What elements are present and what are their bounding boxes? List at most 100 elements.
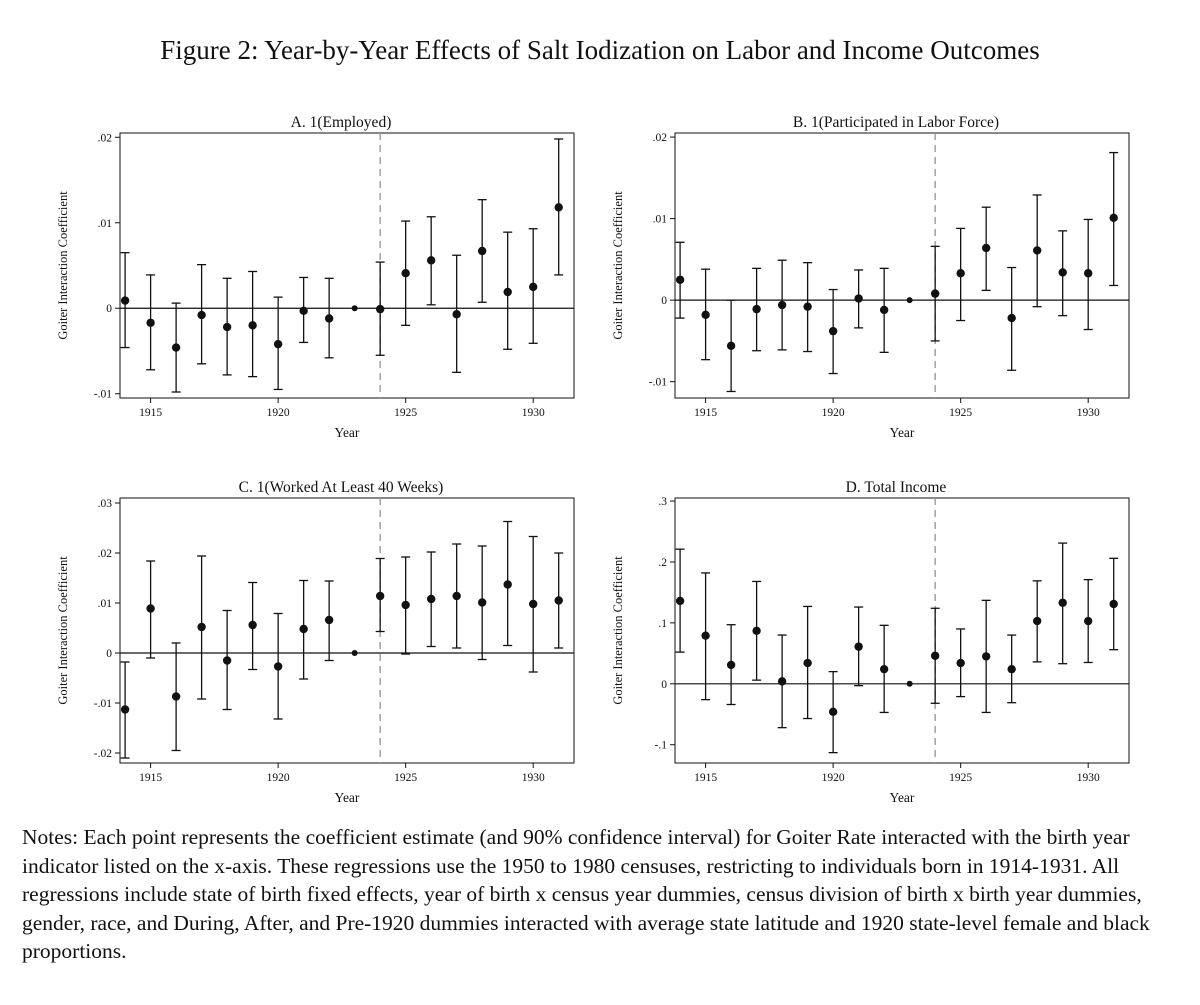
point-estimate	[299, 624, 308, 634]
plot-frame	[674, 497, 1130, 764]
y-axis-label: Goiter Interaction Coefficient	[611, 556, 625, 705]
point-estimate	[554, 203, 563, 212]
point-estimate	[503, 580, 512, 589]
x-tick-label: 1930	[1077, 407, 1100, 419]
point-estimate	[554, 596, 563, 605]
y-tick-label: .01	[98, 218, 113, 230]
y-axis-label: Goiter Interaction Coefficient	[611, 191, 625, 340]
point-estimate	[351, 305, 358, 312]
point-estimate	[981, 652, 991, 661]
y-tick-label: 0	[661, 295, 667, 307]
point-estimate	[273, 662, 283, 671]
point-estimate	[675, 596, 685, 606]
point-estimate	[726, 341, 736, 351]
point-estimate	[854, 642, 863, 651]
point-estimate	[777, 300, 787, 310]
point-estimate	[171, 343, 181, 352]
x-tick-label: 1915	[694, 407, 717, 419]
point-estimate	[324, 314, 334, 323]
x-tick-label: 1930	[522, 772, 545, 784]
point-estimate	[1007, 313, 1016, 323]
x-tick-label: 1920	[267, 407, 290, 419]
x-tick-label: 1920	[267, 772, 290, 784]
plot-frame	[119, 497, 575, 764]
point-estimate	[299, 306, 308, 316]
chart-panel-c: C. 1(Worked At Least 40 Weeks) Goiter In…	[56, 479, 575, 805]
x-tick-label: 1920	[822, 772, 845, 784]
point-estimate	[477, 598, 487, 607]
point-estimate	[426, 594, 436, 604]
point-estimate	[1032, 246, 1042, 255]
x-axis-label: Year	[335, 790, 360, 805]
x-tick-label: 1930	[1077, 772, 1100, 784]
y-tick-label: .1	[658, 618, 667, 630]
point-estimate	[828, 707, 838, 717]
point-estimate	[1109, 599, 1118, 609]
point-estimate	[701, 631, 710, 640]
point-estimate	[854, 294, 863, 303]
figure-title: Figure 2: Year-by-Year Effects of Salt I…	[160, 35, 1040, 65]
point-estimate	[930, 289, 940, 298]
chart-panel-d: D. Total Income Goiter Interaction Coeff…	[611, 479, 1130, 805]
y-tick-label: .02	[98, 548, 113, 560]
x-tick-label: 1925	[949, 772, 972, 784]
plot-frame	[674, 132, 1130, 399]
y-tick-label: 0	[106, 648, 112, 660]
x-tick-label: 1915	[139, 407, 162, 419]
point-estimate	[351, 650, 358, 656]
chart-panel-a: A. 1(Employed) Goiter Interaction Coeffi…	[56, 114, 575, 440]
y-tick-label: -.01	[94, 389, 112, 401]
y-tick-label: 0	[106, 303, 112, 315]
point-estimate	[879, 664, 889, 674]
point-estimate	[528, 599, 538, 609]
point-estimate	[146, 604, 155, 613]
point-estimate	[197, 310, 206, 320]
y-tick-label: -.1	[655, 740, 668, 752]
plot-frame	[119, 132, 575, 399]
y-tick-label: -.01	[94, 698, 112, 710]
y-axis-label: Goiter Interaction Coefficient	[56, 556, 70, 705]
y-tick-label: .01	[653, 214, 668, 226]
point-estimate	[401, 600, 410, 610]
point-estimate	[803, 658, 812, 668]
point-estimate	[701, 310, 710, 320]
y-tick-label: .03	[98, 498, 113, 510]
point-estimate	[197, 622, 206, 632]
chart-panel-b: B. 1(Participated in Labor Force) Goiter…	[611, 114, 1130, 440]
x-tick-label: 1915	[139, 772, 162, 784]
x-axis-label: Year	[890, 790, 915, 805]
point-estimate	[452, 591, 461, 601]
point-estimate	[1032, 616, 1042, 626]
point-estimate	[906, 297, 913, 304]
point-estimate	[956, 269, 965, 278]
x-tick-label: 1925	[394, 772, 417, 784]
y-axis-label: Goiter Interaction Coefficient	[56, 191, 70, 340]
point-estimate	[828, 326, 838, 336]
point-estimate	[503, 287, 512, 297]
point-estimate	[675, 275, 685, 284]
point-estimate	[1109, 213, 1118, 222]
point-estimate	[726, 660, 736, 670]
point-estimate	[528, 282, 538, 292]
point-estimate	[401, 268, 410, 278]
point-estimate	[752, 304, 761, 314]
y-tick-label: .02	[653, 132, 668, 144]
y-tick-label: .3	[658, 496, 667, 508]
x-axis-label: Year	[335, 425, 360, 440]
chart-title: C. 1(Worked At Least 40 Weeks)	[239, 479, 444, 496]
point-estimate	[146, 318, 155, 327]
point-estimate	[273, 339, 283, 349]
figure-notes: Notes: Each point represents the coeffic…	[22, 825, 1150, 963]
point-estimate	[426, 256, 436, 265]
point-estimate	[803, 302, 812, 311]
point-estimate	[1058, 598, 1067, 607]
point-estimate	[777, 677, 787, 686]
point-estimate	[477, 246, 487, 256]
point-estimate	[452, 310, 461, 319]
point-estimate	[120, 296, 130, 305]
y-tick-label: 0	[661, 679, 667, 691]
point-estimate	[375, 591, 385, 601]
x-tick-label: 1915	[694, 772, 717, 784]
point-estimate	[375, 304, 385, 314]
point-estimate	[324, 615, 334, 625]
